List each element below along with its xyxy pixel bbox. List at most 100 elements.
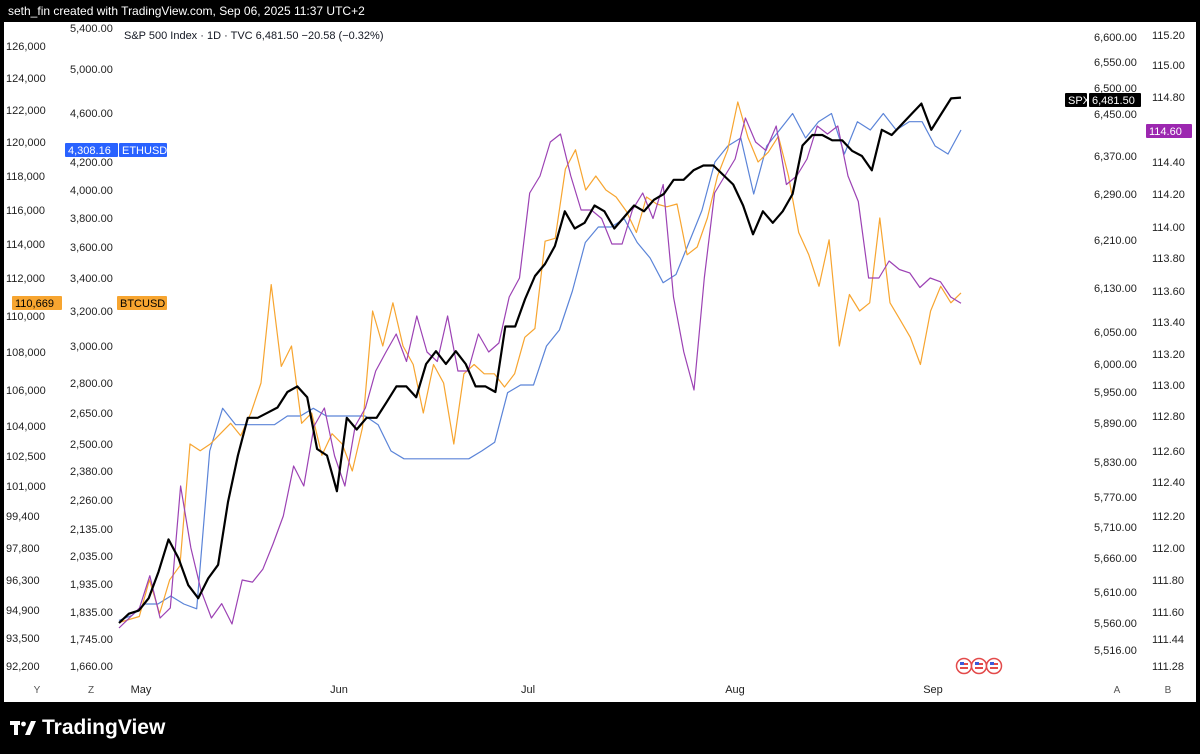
btc-tick-label: 97,800 (6, 543, 40, 555)
spx-tick-label: 6,370.00 (1094, 151, 1137, 163)
btc-tick-label: 93,500 (6, 633, 40, 645)
chart-svg[interactable]: 126,000 124,000 122,000 120,000 118,000 116,0… (4, 22, 1196, 702)
spx-tick-label: 6,500.00 (1094, 83, 1137, 95)
flag-canton (960, 662, 964, 665)
eth-tick-label: 4,600.00 (70, 108, 113, 120)
us-flag-icon (985, 657, 1003, 675)
spx-badge-name: SPX (1068, 95, 1091, 107)
spx-badge-value: 6,481.50 (1092, 95, 1135, 107)
dxy-tick-label: 112.20 (1152, 511, 1185, 523)
eth-tick-label: 3,800.00 (70, 213, 113, 225)
scale-z-button[interactable]: Z (88, 685, 94, 696)
dxy-tick-label: 115.00 (1152, 60, 1185, 72)
us-flag-icon (955, 657, 973, 675)
btc-tick-label: 124,000 (6, 73, 46, 85)
flag-canton (975, 662, 979, 665)
btc-tick-label: 92,200 (6, 661, 40, 673)
spx-tick-label: 5,610.00 (1094, 587, 1137, 599)
btc-tick-label: 101,000 (6, 481, 46, 493)
spx-tick-label: 6,290.00 (1094, 189, 1137, 201)
eth-tick-label: 4,200.00 (70, 157, 113, 169)
eth-tick-label: 2,260.00 (70, 495, 113, 507)
spx-badge-name-bg (1065, 93, 1087, 107)
btc-tick-label: 99,400 (6, 511, 40, 523)
btc-badge-value: 110,669 (15, 298, 54, 310)
dxy-tick-label: 113.60 (1152, 286, 1185, 298)
eth-tick-label: 2,035.00 (70, 551, 113, 563)
dxy-tick-label: 113.80 (1152, 253, 1185, 265)
credit-text: seth_fin created with TradingView.com, S… (8, 4, 365, 18)
series-line-btcusd (118, 117, 962, 629)
btc-tick-label: 120,000 (6, 137, 46, 149)
spx-tick-label: 5,516.00 (1094, 645, 1137, 657)
btc-tick-label: 102,500 (6, 451, 46, 463)
dxy-tick-label: 113.00 (1152, 380, 1185, 392)
dxy-tick-label: 114.20 (1152, 189, 1185, 201)
dxy-tick-label: 114.40 (1152, 157, 1185, 169)
eth-tick-label: 2,500.00 (70, 439, 113, 451)
us-flag-icon (970, 657, 988, 675)
spx-tick-label: 6,050.00 (1094, 327, 1137, 339)
eth-badge-value: 4,308.16 (68, 145, 111, 157)
spx-tick-label: 6,450.00 (1094, 109, 1137, 121)
dxy-tick-label: 112.00 (1152, 543, 1185, 555)
spx-tick-label: 5,660.00 (1094, 553, 1137, 565)
series-line-spx (118, 96, 962, 624)
chart-area[interactable]: 126,000 124,000 122,000 120,000 118,000 116,0… (4, 22, 1196, 702)
x-tick-label: Sep (923, 684, 943, 696)
spx-tick-label: 6,550.00 (1094, 57, 1137, 69)
eth-tick-label: 3,600.00 (70, 242, 113, 254)
eth-tick-label: 2,800.00 (70, 378, 113, 390)
dxy-tick-label: 114.80 (1152, 92, 1185, 104)
btc-tick-label: 122,000 (6, 105, 46, 117)
dxy-tick-label: 114.00 (1152, 222, 1185, 234)
btc-tick-label: 116,000 (6, 205, 45, 217)
scale-b-button[interactable]: B (1165, 685, 1172, 696)
btc-badge-value-bg (12, 296, 62, 310)
spx-tick-label: 5,710.00 (1094, 522, 1137, 534)
spx-badge-value-bg (1089, 93, 1141, 107)
dxy-tick-label: 111.28 (1152, 661, 1184, 673)
flag-stripe (960, 667, 968, 669)
series-line-ethusd (118, 101, 962, 624)
spx-tick-label: 5,830.00 (1094, 457, 1137, 469)
eth-tick-label: 2,380.00 (70, 466, 113, 478)
brand-name: TradingView (42, 716, 166, 739)
eth-tick-label: 3,000.00 (70, 341, 113, 353)
eth-badge-name: ETHUSD (122, 145, 167, 157)
dxy-tick-label: 115.20 (1152, 30, 1185, 42)
flag-stripe (990, 667, 998, 669)
eth-tick-label: 5,400.00 (70, 23, 113, 35)
spx-tick-label: 5,890.00 (1094, 418, 1137, 430)
flag-stripe (975, 667, 983, 669)
dxy-tick-label: 113.20 (1152, 349, 1185, 361)
dxy-tick-label: 111.80 (1152, 575, 1184, 587)
eth-tick-label: 1,835.00 (70, 607, 113, 619)
dxy-tick-label: 112.60 (1152, 446, 1185, 458)
spx-tick-label: 6,130.00 (1094, 283, 1137, 295)
btc-tick-label: 126,000 (6, 41, 46, 53)
right-badge-value: 114.60 (1149, 126, 1182, 138)
footer: TradingView (0, 702, 1200, 754)
spx-tick-label: 5,770.00 (1094, 492, 1137, 504)
btc-tick-label: 114,000 (6, 239, 45, 251)
btc-tick-label: 108,000 (6, 347, 46, 359)
flag-canton (990, 662, 994, 665)
dxy-tick-label: 112.40 (1152, 477, 1185, 489)
btc-badge-name-bg (117, 296, 167, 310)
chart-legend: S&P 500 Index · 1D · TVC 6,481.50 −20.58… (124, 30, 383, 42)
dxy-tick-label: 113.40 (1152, 317, 1185, 329)
eth-tick-label: 1,745.00 (70, 634, 113, 646)
scale-y-button[interactable]: Y (34, 685, 41, 696)
btc-tick-label: 112,000 (6, 273, 45, 285)
spx-tick-label: 5,950.00 (1094, 387, 1137, 399)
dxy-tick-label: 111.44 (1152, 634, 1184, 646)
scale-a-button[interactable]: A (1114, 685, 1121, 696)
eth-tick-label: 2,650.00 (70, 408, 113, 420)
tradingview-logo[interactable]: TradingView (10, 716, 165, 740)
x-tick-label: Jun (330, 684, 348, 696)
btc-badge-name: BTCUSD (120, 298, 165, 310)
btc-tick-label: 104,000 (6, 421, 46, 433)
eth-tick-label: 5,000.00 (70, 64, 113, 76)
eth-tick-label: 1,660.00 (70, 661, 113, 673)
